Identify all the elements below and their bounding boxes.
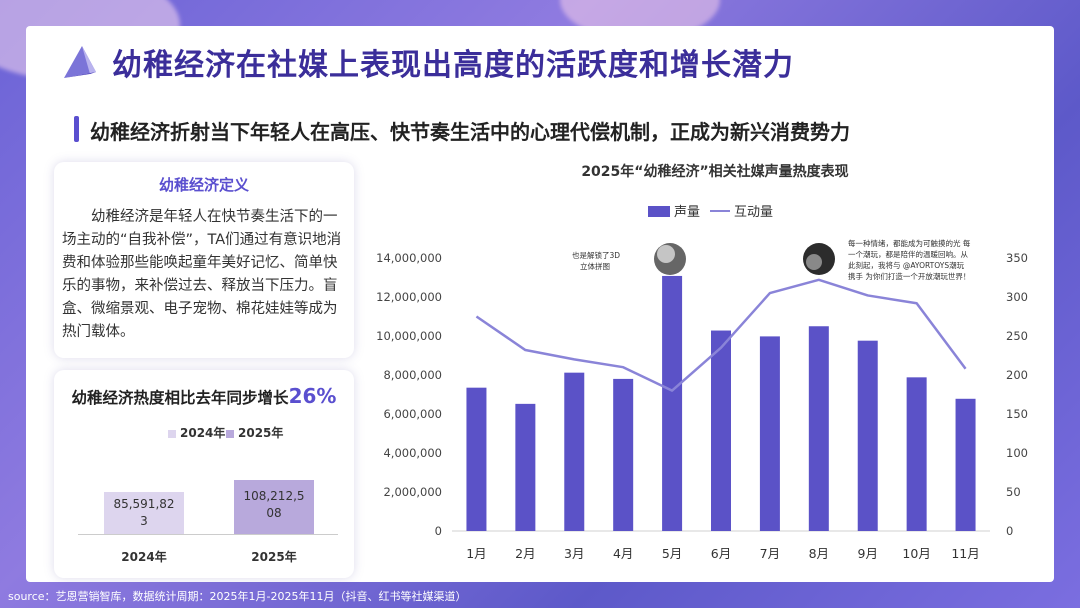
- annotation-avatar-1-highlight: [657, 245, 675, 263]
- y-left-tick-label: 2,000,000: [383, 485, 442, 499]
- chart-title: 2025年“幼稚经济”相关社媒声量热度表现: [581, 163, 848, 180]
- y-left-tick-label: 10,000,000: [376, 329, 442, 343]
- growth-value-2025-line1: 108,212,5: [243, 489, 305, 503]
- annotation-puzzle-line1: 也是解锁了3D: [572, 250, 620, 260]
- x-tick-label: 8月: [809, 546, 829, 561]
- volume-bar: [955, 398, 976, 531]
- legend-label-interaction: 互动量: [734, 205, 773, 220]
- growth-percent: 26%: [288, 384, 337, 408]
- growth-category-2025: 2025年: [251, 550, 297, 564]
- growth-title: 幼稚经济热度相比去年同步增长26%: [54, 384, 354, 408]
- legend-label-volume: 声量: [674, 205, 700, 220]
- x-axis-labels: 1月 2月 3月 4月 5月 6月 7月 8月 9月 10月 11月: [466, 546, 980, 561]
- volume-bar: [466, 387, 487, 531]
- y-left-tick-label: 8,000,000: [383, 368, 442, 382]
- volume-bar: [759, 336, 780, 531]
- annotation-quote: 每一种情绪，都能成为可触摸的光 每 一个潮玩，都是陪伴的温暖回响。从 此刻起，我…: [803, 238, 971, 281]
- y-left-tick-label: 6,000,000: [383, 407, 442, 421]
- x-tick-label: 11月: [951, 546, 979, 561]
- chart-legend: 声量 互动量: [648, 205, 773, 220]
- main-chart: 2025年“幼稚经济”相关社媒声量热度表现 声量 互动量 0 2,000,000 4…: [376, 163, 1028, 561]
- y-left-tick-label: 4,000,000: [383, 446, 442, 460]
- growth-category-2024: 2024年: [121, 550, 167, 564]
- x-tick-label: 5月: [662, 546, 682, 561]
- page-subtitle: 幼稚经济折射当下年轻人在高压、快节奏生活中的心理代偿机制，正成为新兴消费势力: [90, 120, 850, 144]
- growth-bar-2024: [104, 492, 184, 534]
- x-tick-label: 1月: [466, 546, 486, 561]
- y-left-tick-label: 14,000,000: [376, 251, 442, 265]
- x-tick-label: 4月: [613, 546, 633, 561]
- y-right-tick-label: 0: [1006, 524, 1013, 538]
- page-title: 幼稚经济在社媒上表现出高度的活跃度和增长潜力: [112, 48, 794, 83]
- volume-bar: [613, 378, 634, 531]
- definition-title: 幼稚经济定义: [158, 176, 249, 194]
- y-axis-right: 0 50 100 150 200 250 300 350: [1006, 251, 1028, 538]
- definition-text: 幼稚经济是年轻人在快节奏生活下的一场主动的“自我补偿”，TA们通过有意识地消费和…: [62, 209, 342, 340]
- volume-bar: [711, 330, 731, 531]
- interaction-line: [475, 278, 967, 392]
- y-right-tick-label: 300: [1006, 290, 1028, 304]
- volume-bar: [808, 326, 829, 531]
- volume-bars: [466, 275, 976, 531]
- annotation-puzzle-line2: 立体拼图: [580, 261, 610, 271]
- x-tick-label: 10月: [902, 546, 930, 561]
- definition-panel: 幼稚经济定义 幼稚经济是年轻人在快节奏生活下的一场主动的“自我补偿”，TA们通过…: [54, 162, 354, 358]
- annotation-quote-line4: 携手 为你们打造一个开放潮玩世界！: [848, 271, 970, 281]
- growth-axis-line: [78, 534, 338, 535]
- volume-bar: [564, 372, 585, 531]
- legend-label-2025: 2025年: [238, 426, 284, 440]
- volume-bar: [857, 340, 878, 531]
- growth-value-2025: 108,212,5 08: [234, 488, 314, 522]
- growth-panel: 幼稚经济热度相比去年同步增长26% 2024年 2025年 85,591,82 …: [54, 370, 354, 578]
- annotation-quote-line3: 此刻起，我将与 @AYORTOYS潮玩: [848, 260, 965, 270]
- y-left-tick-label: 0: [435, 524, 442, 538]
- legend-label-2024: 2024年: [180, 426, 226, 440]
- x-tick-label: 3月: [564, 546, 584, 561]
- growth-bar-2025: [234, 480, 314, 534]
- y-right-tick-label: 150: [1006, 407, 1028, 421]
- annotation-quote-line1: 每一种情绪，都能成为可触摸的光 每: [848, 238, 971, 248]
- legend-2024: 2024年: [168, 424, 225, 441]
- x-tick-label: 9月: [858, 546, 878, 561]
- y-right-tick-label: 350: [1006, 251, 1028, 265]
- annotation-puzzle: 也是解锁了3D 立体拼图: [572, 243, 686, 275]
- volume-bar: [515, 403, 536, 531]
- volume-bar: [662, 275, 683, 531]
- growth-value-2024-line2: 3: [140, 514, 148, 528]
- y-right-tick-label: 50: [1006, 485, 1021, 499]
- legend-swatch-volume: [648, 206, 670, 217]
- legend-swatch-2024: [168, 429, 176, 438]
- volume-bar: [906, 377, 927, 531]
- x-tick-label: 7月: [760, 546, 780, 561]
- growth-title-text: 幼稚经济热度相比去年同步增长: [71, 389, 289, 407]
- legend-2025: 2025年: [226, 424, 283, 441]
- y-left-tick-label: 12,000,000: [376, 290, 442, 304]
- x-tick-label: 6月: [711, 546, 731, 561]
- growth-value-2024-line1: 85,591,82: [113, 497, 175, 511]
- prism-logo-icon: [64, 46, 96, 78]
- subtitle-marker: [74, 116, 79, 142]
- x-tick-label: 2月: [515, 546, 535, 561]
- y-right-tick-label: 250: [1006, 329, 1028, 343]
- y-axis-left: 0 2,000,000 4,000,000 6,000,000 8,000,000 10,…: [376, 251, 442, 538]
- source-note: source：艺恩营销智库，数据统计周期：2025年1月-2025年11月（抖音…: [8, 590, 467, 603]
- y-right-tick-label: 200: [1006, 368, 1028, 382]
- annotation-avatar-2-highlight: [806, 254, 822, 270]
- growth-value-2025-line2: 08: [266, 506, 282, 520]
- growth-value-2024: 85,591,82 3: [104, 496, 184, 530]
- annotation-quote-line2: 一个潮玩，都是陪伴的温暖回响。从: [848, 249, 968, 259]
- legend-swatch-2025: [226, 429, 234, 438]
- y-right-tick-label: 100: [1006, 446, 1028, 460]
- interaction-line-series: [475, 278, 967, 392]
